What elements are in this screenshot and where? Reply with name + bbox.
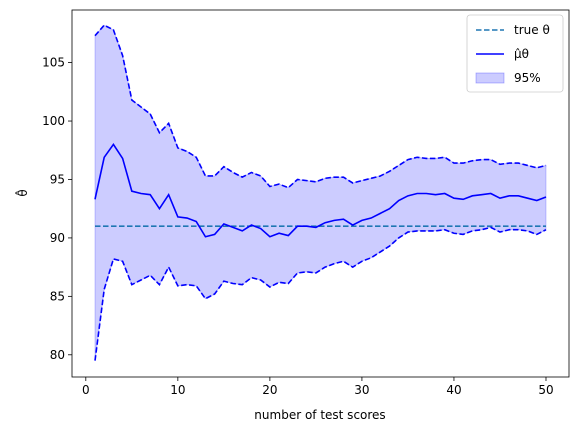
x-tick-label: 30 bbox=[354, 383, 369, 397]
x-axis-ticks: 0 10 20 30 40 50 bbox=[82, 377, 554, 397]
x-tick-label: 20 bbox=[262, 383, 277, 397]
x-tick-label: 50 bbox=[538, 383, 553, 397]
x-tick-label: 0 bbox=[82, 383, 90, 397]
mu-hat-line bbox=[94, 142, 547, 238]
plot-area bbox=[94, 24, 547, 361]
legend-box bbox=[466, 14, 564, 93]
y-tick-label: 90 bbox=[50, 231, 65, 245]
y-axis-ticks: 80 85 90 95 100 105 bbox=[42, 56, 72, 362]
y-axis-label: θ̂ bbox=[14, 189, 30, 196]
x-axis-label: number of test scores bbox=[254, 408, 385, 422]
legend-label-true-theta: true θ bbox=[514, 23, 550, 37]
y-tick-label: 85 bbox=[50, 289, 65, 303]
legend: true θ μ̂θ 95% bbox=[466, 14, 564, 93]
y-tick-label: 105 bbox=[42, 56, 65, 70]
y-tick-label: 100 bbox=[42, 114, 65, 128]
y-tick-label: 95 bbox=[50, 172, 65, 186]
axes-frame bbox=[71, 9, 570, 378]
y-tick-label: 80 bbox=[50, 348, 65, 362]
lower-bound-line bbox=[94, 226, 547, 361]
x-tick-label: 10 bbox=[170, 383, 185, 397]
legend-swatch-95-band bbox=[475, 72, 505, 84]
legend-label-95-band: 95% bbox=[514, 71, 541, 85]
upper-bound-line bbox=[94, 24, 547, 189]
x-tick-label: 40 bbox=[446, 383, 461, 397]
legend-label-mu-hat: μ̂θ bbox=[514, 47, 529, 61]
